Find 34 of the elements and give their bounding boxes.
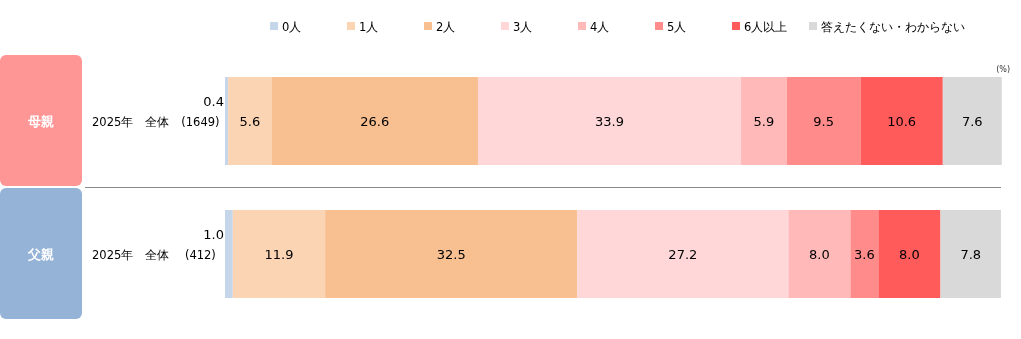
data-label: 32.5	[436, 247, 466, 262]
legend-label: 2人	[436, 19, 456, 34]
data-label: 33.9	[595, 114, 624, 129]
data-label: 11.9	[264, 247, 294, 262]
legend-item: 0人	[270, 19, 302, 34]
legend-label: 1人	[359, 19, 379, 34]
legend-label: 6人以上	[744, 19, 788, 34]
legend-item: 答えたくない・わからない	[809, 19, 965, 34]
data-label: 7.8	[960, 247, 982, 262]
legend-item: 1人	[347, 19, 379, 34]
data-label: 9.5	[813, 114, 835, 129]
data-label: 26.6	[360, 114, 390, 129]
legend-item: 3人	[501, 19, 533, 34]
data-label: 1.0	[203, 227, 224, 242]
legend-item: 5人	[655, 19, 687, 34]
data-label: 0.4	[203, 94, 224, 109]
legend-label: 5人	[667, 19, 687, 34]
legend-item: 6人以上	[732, 19, 788, 34]
data-label: 7.6	[961, 114, 983, 129]
data-label: 5.9	[753, 114, 775, 129]
legend-item: 2人	[424, 19, 456, 34]
legend-label: 4人	[590, 19, 610, 34]
legend-label: 3人	[513, 19, 533, 34]
x-axis-title: (%)	[996, 65, 1010, 74]
data-label: 3.6	[854, 247, 875, 262]
data-label: 8.0	[899, 247, 920, 262]
y-tick-label: 2025年 全体 (1649)	[92, 115, 220, 129]
data-label: 8.0	[809, 247, 830, 262]
data-label: 10.6	[887, 114, 917, 129]
legend-label: 0人	[282, 19, 302, 34]
data-label: 27.2	[668, 247, 698, 262]
legend-item: 4人	[578, 19, 610, 34]
y-tick-label: 2025年 全体 (412)	[92, 248, 216, 262]
data-label: 5.6	[239, 114, 261, 129]
